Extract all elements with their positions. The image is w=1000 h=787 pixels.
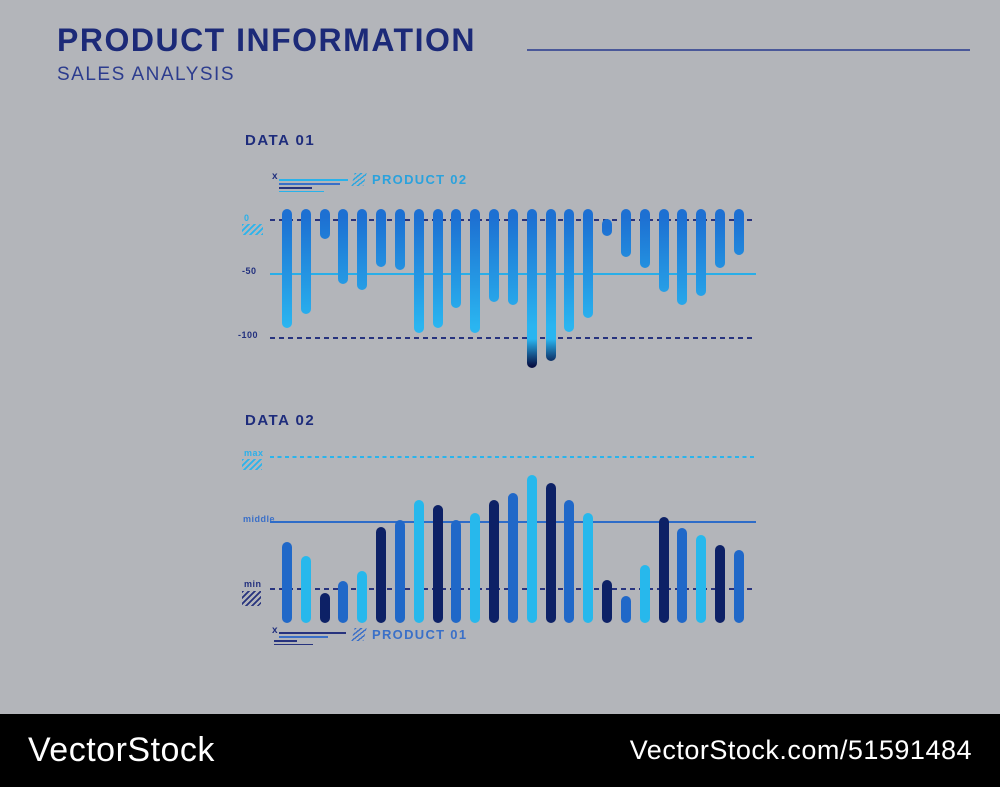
- chart1-bar: [338, 209, 349, 285]
- chart2-bar: [564, 499, 575, 623]
- chart1-axis-label-zero: 0: [244, 213, 250, 223]
- chart2-legend: PRODUCT 01: [351, 627, 468, 642]
- chart1-bar: [357, 209, 368, 291]
- chart2-bar: [733, 549, 744, 623]
- image-credit: VectorStock.com/51591484: [629, 735, 972, 765]
- deco-line: [279, 190, 324, 193]
- chart1-title: DATA 01: [245, 132, 316, 149]
- chart1-bar: [413, 209, 424, 334]
- deco-line: [274, 640, 297, 642]
- chart2-bar: [526, 474, 537, 623]
- chart1-bar: [507, 209, 518, 305]
- hatch-swatch-icon: [351, 173, 367, 186]
- chart2-bar: [639, 564, 650, 623]
- chart1-bar: [489, 209, 500, 303]
- chart2-bar: [715, 544, 726, 623]
- chart1-bar: [432, 209, 443, 329]
- chart1-bar: [545, 209, 556, 361]
- chart1-bar: [394, 209, 405, 271]
- brand-logo-text: VectorStock: [28, 731, 215, 769]
- chart2-bar: [677, 528, 688, 623]
- title-rule: [527, 49, 970, 51]
- chart2-bar: [319, 593, 330, 623]
- chart2-bar: [583, 513, 594, 623]
- chart1-gridline-minus100: [270, 337, 756, 339]
- deco-line: [279, 632, 346, 634]
- chart2-bar: [658, 516, 669, 623]
- chart2-bar: [413, 499, 424, 623]
- chart1-bar: [677, 209, 688, 305]
- chart1-legend: PRODUCT 02: [351, 172, 468, 187]
- chart2-legend-label: PRODUCT 01: [372, 627, 468, 642]
- chart2-bar: [696, 534, 707, 623]
- chart1-bar: [300, 209, 311, 315]
- deco-line: [279, 179, 348, 181]
- chart2-gridline-max: [270, 456, 756, 458]
- chart1-bar: [526, 209, 537, 368]
- page-subtitle: SALES ANALYSIS: [57, 64, 236, 85]
- chart1-bar: [639, 209, 650, 268]
- chart1-bar: [470, 209, 481, 334]
- chart2-bar: [394, 519, 405, 623]
- chart1-bar: [602, 219, 613, 236]
- chart1-bar: [620, 209, 631, 258]
- chart2-bar: [545, 483, 556, 623]
- chart2-max-hatch-swatch: [242, 459, 262, 470]
- chart1-axis-hatch-swatch: [242, 224, 263, 235]
- chart2-bar: [470, 513, 481, 623]
- chart1-bar: [376, 209, 387, 267]
- chart2-bar: [620, 596, 631, 623]
- chart1-bar: [583, 209, 594, 318]
- deco-x-mark-top: x: [272, 171, 278, 182]
- deco-line: [279, 187, 312, 189]
- page-title: PRODUCT INFORMATION: [57, 22, 476, 58]
- deco-line: [274, 643, 313, 646]
- chart2-bar: [300, 556, 311, 623]
- chart1-bar: [733, 209, 744, 255]
- chart2-min-hatch-swatch: [242, 591, 261, 606]
- deco-line: [279, 636, 328, 638]
- chart1-bar: [658, 209, 669, 292]
- chart2-bar: [432, 504, 443, 623]
- chart1-bar: [696, 209, 707, 297]
- chart1-bar: [451, 209, 462, 309]
- hatch-swatch-icon: [351, 628, 367, 641]
- chart2-bar: [451, 519, 462, 623]
- chart1-axis-label-minus100: -100: [238, 330, 259, 340]
- chart2-axis-label-min: min: [244, 579, 262, 589]
- chart1-bar: [319, 209, 330, 240]
- chart2-bar: [507, 493, 518, 623]
- chart1-bar: [282, 209, 292, 329]
- chart2-axis-label-max: max: [244, 448, 264, 458]
- chart2-bar: [602, 579, 613, 623]
- chart2-bar: [376, 526, 387, 623]
- chart2-bar: [338, 581, 349, 623]
- chart1-bar: [564, 209, 575, 333]
- deco-x-mark-bottom: x: [272, 625, 278, 636]
- chart1-axis-label-minus50: -50: [242, 266, 257, 276]
- deco-line: [279, 183, 340, 185]
- chart2-bar: [357, 571, 368, 623]
- watermark-bar: VectorStock VectorStock.com/51591484: [0, 714, 1000, 787]
- chart2-bar: [282, 541, 292, 623]
- chart1-legend-label: PRODUCT 02: [372, 172, 468, 187]
- chart1-bar: [715, 209, 726, 268]
- chart2-title: DATA 02: [245, 412, 316, 429]
- chart2-bar: [489, 499, 500, 623]
- chart2-axis-label-middle: middle: [243, 514, 276, 524]
